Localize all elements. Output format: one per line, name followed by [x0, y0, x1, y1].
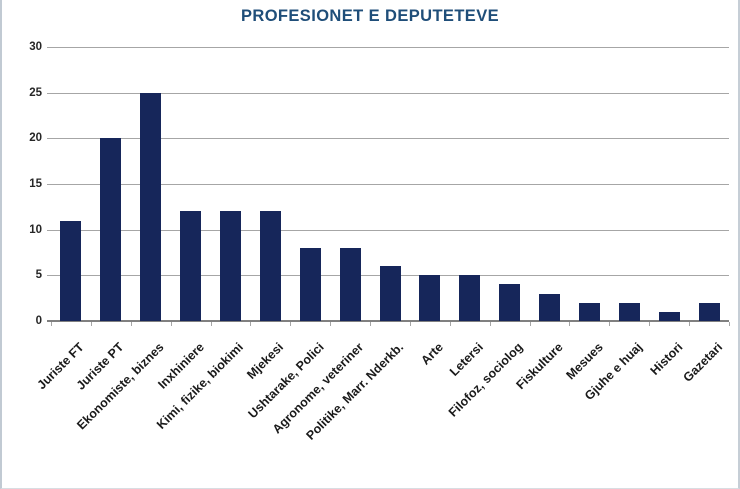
x-axis-tick [330, 322, 332, 326]
bar [618, 302, 640, 321]
y-axis-label: 0 [35, 315, 42, 327]
y-axis-label: 10 [29, 223, 42, 236]
bar [180, 211, 202, 321]
x-axis-tick [609, 322, 611, 326]
bar [658, 311, 680, 321]
x-axis-label: Arte [418, 340, 446, 368]
bar [339, 247, 361, 321]
x-axis-tick [90, 322, 92, 326]
gridline [47, 138, 729, 140]
bar [60, 220, 82, 321]
gridline [47, 229, 729, 231]
bar [578, 302, 600, 321]
bar [259, 211, 281, 321]
bar [539, 293, 561, 321]
y-axis-label: 25 [29, 86, 42, 99]
bar [419, 275, 441, 321]
y-axis-label: 20 [29, 132, 42, 145]
x-axis-tick [649, 322, 651, 326]
x-axis-tick [250, 322, 252, 326]
x-axis-tick [210, 322, 212, 326]
x-axis-tick [449, 322, 451, 326]
gridline [47, 184, 729, 185]
x-axis-tick [409, 322, 411, 326]
x-axis-label: Filofoz, sociolog [445, 340, 526, 420]
x-axis-line [47, 320, 729, 322]
bar [698, 302, 720, 321]
y-axis-label: 5 [35, 269, 42, 282]
chart-title: PROFESIONET E DEPUTETEVE [240, 7, 500, 25]
x-axis-label: Histori [647, 340, 686, 378]
x-axis-label: Gazetari [680, 340, 725, 385]
gridline [47, 47, 729, 48]
bar [219, 211, 241, 321]
y-axis-label: 30 [29, 41, 42, 53]
x-axis-tick [170, 322, 172, 326]
x-axis-tick [370, 322, 372, 326]
x-axis-tick [51, 322, 52, 326]
x-axis-tick [489, 322, 491, 326]
bar [379, 266, 401, 321]
x-axis-tick [689, 322, 691, 326]
gridline [47, 92, 729, 94]
x-axis-tick [729, 322, 730, 326]
y-axis-label: 15 [29, 178, 42, 190]
x-axis-tick [529, 322, 531, 326]
bar [499, 284, 521, 321]
x-axis-tick [130, 322, 132, 326]
x-axis-label: Letersi [446, 340, 486, 379]
x-axis-tick [569, 322, 571, 326]
bar [299, 247, 321, 321]
bar [140, 92, 162, 321]
bar [100, 138, 122, 321]
bar [459, 275, 481, 321]
x-axis-tick [290, 322, 292, 326]
